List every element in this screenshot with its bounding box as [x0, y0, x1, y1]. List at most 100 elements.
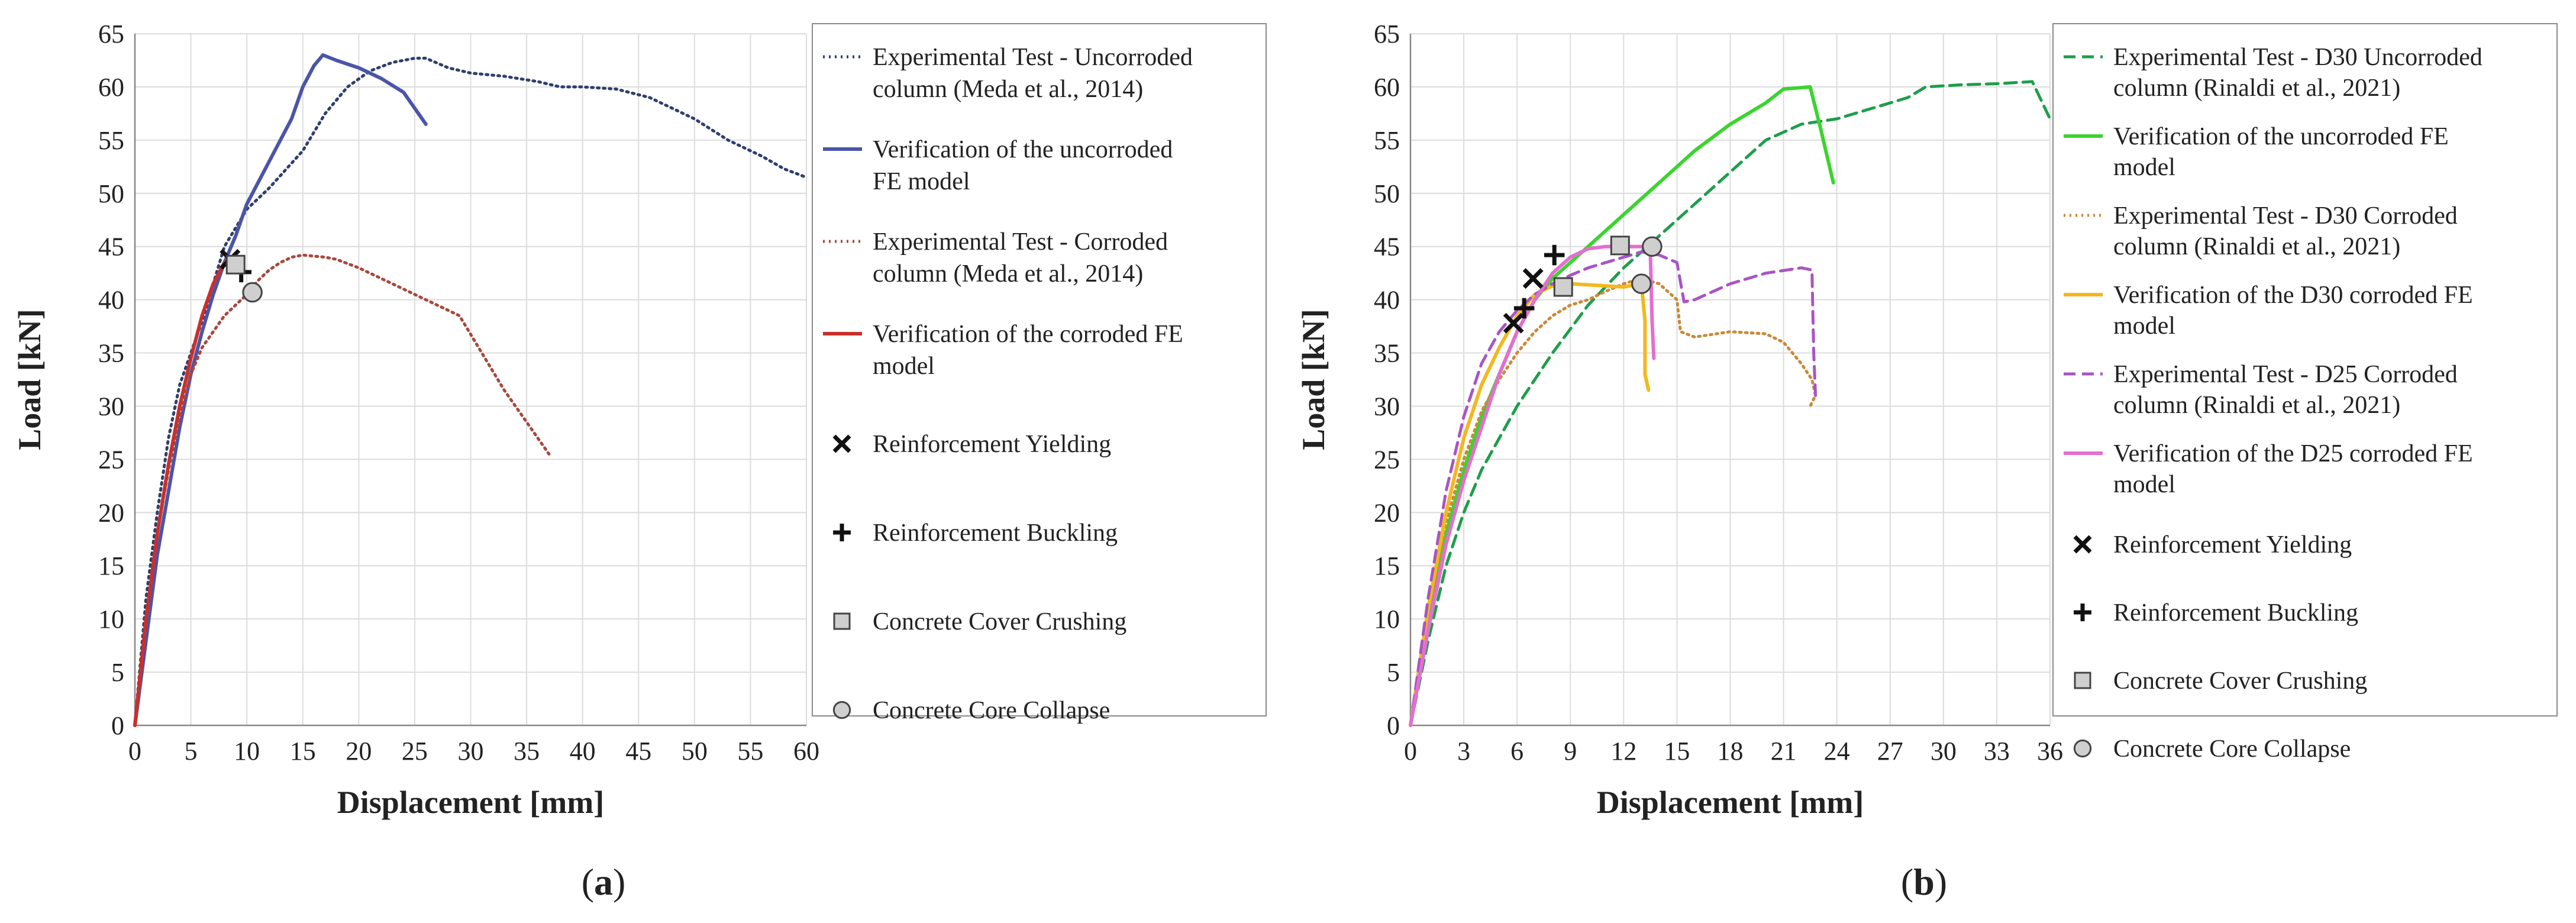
legend-marker-plus	[833, 524, 851, 541]
legend-label: model	[2113, 154, 2175, 181]
x-tick-label: 50	[682, 737, 708, 766]
x-tick-label: 6	[1510, 737, 1523, 766]
legend-marker-circle	[832, 701, 851, 719]
data-marker-square-square	[1610, 235, 1630, 256]
series-line-3	[1409, 277, 1818, 727]
y-tick-label: 35	[98, 339, 124, 368]
y-tick-label: 60	[1374, 73, 1400, 102]
y-tick-label: 30	[98, 392, 124, 421]
data-marker-plus	[1513, 298, 1535, 319]
series-line-1	[1409, 80, 2052, 727]
legend-label: column (Meda et al., 2014)	[873, 260, 1143, 288]
panel-caption-letter: b	[1913, 861, 1935, 903]
legend-label: Experimental Test - Uncorroded	[873, 44, 1193, 71]
legend-marker-plus	[2074, 604, 2091, 621]
x-tick-label: 18	[1718, 737, 1744, 766]
legend-label: Experimental Test - D30 Uncorroded	[2113, 44, 2483, 71]
x-tick-label: 36	[2037, 737, 2063, 766]
chart-panel-a: 0 5 10 15 20 25 30 35 40 45 50 55 60 0 5 10 15 20 25 30 35 40…	[12, 20, 1267, 903]
y-tick-label: 20	[1374, 498, 1400, 527]
series-line-4	[1409, 282, 1651, 727]
x-tick-label: 15	[290, 737, 316, 766]
legend-label: Concrete Core Collapse	[873, 697, 1110, 724]
y-tick-label: 15	[1374, 551, 1400, 580]
data-marker-square	[1553, 277, 1573, 297]
panel-caption-close: )	[1935, 861, 1947, 903]
x-axis-title: Displacement [mm]	[337, 785, 604, 820]
legend-label: Verification of the D25 corroded FE	[2113, 440, 2473, 467]
panel-caption-letter: a	[594, 861, 613, 903]
panel-caption-open: (	[582, 861, 594, 903]
y-tick-label: 5	[111, 658, 124, 687]
grid	[135, 33, 807, 725]
legend-label: Reinforcement Yielding	[873, 431, 1111, 458]
data-marker-square	[225, 254, 246, 275]
legend-marker-x	[832, 434, 851, 453]
chart-panel-b: 0 3 6 9 12 15 18 21 24 27 30 33 36051015202530354045…	[1296, 20, 2558, 903]
legend-label: Concrete Cover Crushing	[2113, 667, 2367, 695]
x-tick-label: 15	[1664, 737, 1690, 766]
legend-label: Reinforcement Buckling	[2113, 599, 2358, 627]
data-marker-x-stroke-2	[1522, 268, 1544, 289]
x-tick-label: 5	[185, 737, 198, 766]
legend-label: Verification of the uncorroded	[873, 136, 1173, 163]
legend-marker-square-square	[2074, 672, 2091, 689]
series-line-1	[133, 56, 808, 727]
series-line-5	[1409, 250, 1818, 727]
series-line-4	[133, 260, 227, 727]
x-tick-label: 35	[514, 737, 540, 766]
y-tick-label: 45	[1374, 233, 1400, 262]
legend-box	[2052, 23, 2558, 717]
x-tick-label: 3	[1457, 737, 1470, 766]
panel-caption: (b)	[1901, 861, 1947, 903]
legend-label: Verification of the D30 corroded FE	[2113, 282, 2473, 309]
data-marker-circle	[1642, 236, 1663, 257]
x-tick-label: 0	[1404, 737, 1417, 766]
data-marker-x	[1503, 312, 1524, 334]
y-tick-label: 60	[98, 73, 124, 102]
data-marker-circle	[242, 282, 263, 303]
legend-label: Verification of the corroded FE	[873, 321, 1183, 348]
legend-marker-x-stroke-2	[2073, 535, 2092, 554]
x-tick-label: 45	[625, 737, 651, 766]
data-marker-x-stroke-2	[1503, 312, 1524, 334]
y-tick-label: 55	[98, 126, 124, 155]
y-tick-label: 5	[1387, 658, 1400, 687]
y-tick-label: 40	[1374, 286, 1400, 315]
panel-caption-close: )	[613, 861, 625, 903]
data-marker-circle-circle	[1631, 273, 1652, 294]
legend-marker-circle-circle	[2073, 739, 2092, 758]
grid	[1410, 33, 2051, 725]
x-tick-label: 30	[458, 737, 484, 766]
x-tick-label: 0	[128, 737, 141, 766]
data-marker-circle-circle	[242, 282, 263, 303]
y-tick-label: 15	[98, 551, 124, 580]
legend-label: Experimental Test - Corroded	[873, 228, 1168, 256]
legend-marker-square-square	[833, 612, 851, 630]
y-axis-title: Load [kN]	[12, 309, 47, 450]
legend-box	[812, 23, 1267, 717]
x-tick-label: 27	[1877, 737, 1903, 766]
y-tick-label: 50	[1374, 179, 1400, 208]
y-axis-title: Load [kN]	[1296, 309, 1331, 450]
data-marker-circle-circle	[1642, 236, 1663, 257]
legend-label: Reinforcement Buckling	[873, 519, 1118, 547]
legend-label: Concrete Cover Crushing	[873, 608, 1126, 635]
x-tick-label: 20	[346, 737, 372, 766]
x-tick-label: 40	[570, 737, 596, 766]
data-marker-square	[1610, 235, 1630, 256]
y-tick-label: 10	[98, 605, 124, 634]
legend-label: Reinforcement Yielding	[2113, 531, 2352, 559]
y-tick-label: 25	[1374, 445, 1400, 474]
y-tick-label: 0	[1387, 711, 1400, 740]
legend-label: Concrete Core Collapse	[2113, 735, 2351, 763]
series-line-2	[133, 53, 428, 727]
y-tick-label: 30	[1374, 392, 1400, 421]
x-tick-label: 24	[1824, 737, 1850, 766]
y-tick-label: 20	[98, 498, 124, 527]
legend-label: model	[2113, 471, 2175, 498]
legend-marker-x	[2073, 535, 2092, 554]
legend-label: column (Meda et al., 2014)	[873, 76, 1143, 103]
legend-marker-square	[833, 612, 851, 630]
